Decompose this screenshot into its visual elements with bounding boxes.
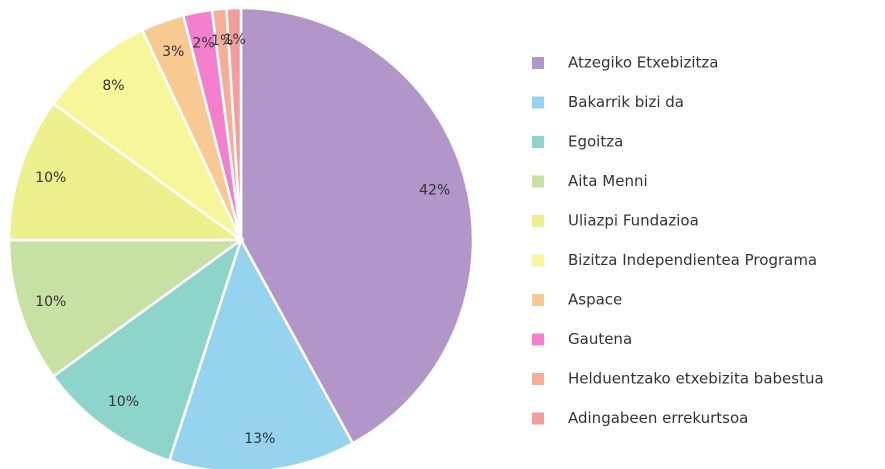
pie-slice	[239, 6, 475, 446]
legend-swatch	[532, 57, 544, 69]
legend-swatch	[532, 175, 544, 188]
legend-label: Atzegiko Etxebizitza	[568, 54, 718, 72]
slice-label: 8%	[102, 78, 124, 94]
pie-slice	[167, 236, 355, 469]
slice-label: 10%	[35, 170, 66, 186]
slice-label: 1%	[211, 33, 233, 49]
pie-slice	[51, 236, 244, 463]
slice-label: 10%	[35, 294, 66, 310]
legend-label: Aita Menni	[568, 172, 648, 190]
legend-label: Uliazpi Fundazioa	[568, 212, 699, 230]
legend-swatch	[532, 96, 544, 109]
legend-label: Adingabeen errekurtsoa	[568, 409, 748, 427]
pie-slice	[7, 238, 245, 379]
legend-swatch	[532, 136, 544, 148]
legend-swatch	[532, 294, 544, 306]
slice-label: 10%	[108, 394, 139, 410]
pie-slice	[7, 101, 245, 242]
legend-swatch	[532, 215, 544, 227]
legend-label: Helduentzako etxebizita babestua	[568, 370, 824, 388]
legend-swatch	[532, 373, 544, 385]
legend-label: Bizitza Independientea Programa	[568, 251, 817, 269]
legend-swatch	[532, 412, 544, 425]
legend-label: Gautena	[568, 330, 632, 348]
legend-swatch	[532, 333, 544, 346]
slice-label: 1%	[224, 32, 246, 48]
slice-label: 13%	[244, 431, 275, 447]
pie-slice	[225, 6, 243, 241]
legend-label: Aspace	[568, 291, 622, 309]
legend-swatch	[532, 254, 544, 267]
slice-label: 2%	[192, 36, 214, 52]
legend-label: Egoitza	[568, 133, 623, 151]
slice-label: 42%	[419, 182, 450, 198]
slice-label: 3%	[162, 44, 184, 60]
legend-label: Bakarrik bizi da	[568, 93, 684, 111]
pie-slice	[51, 28, 243, 242]
